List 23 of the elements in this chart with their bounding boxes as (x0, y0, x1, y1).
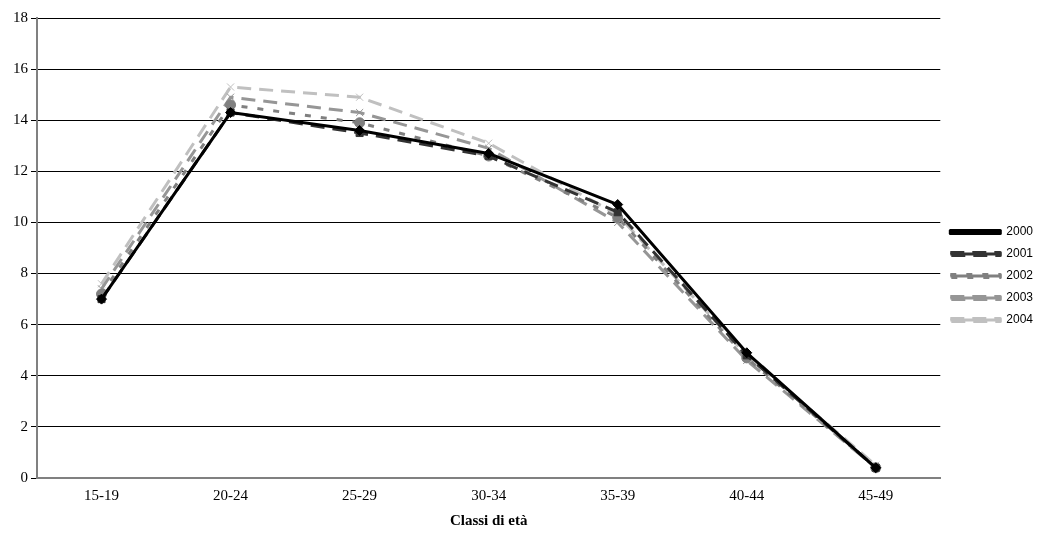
y-tick-label: 14 (13, 111, 29, 128)
legend-label: 2002 (1006, 268, 1034, 283)
x-tick-label: 45-49 (858, 486, 894, 503)
x-tick-label: 15-19 (84, 486, 120, 503)
legend-label: 2001 (1006, 246, 1034, 261)
y-tick-label: 8 (20, 264, 28, 281)
legend-label: 2003 (1006, 290, 1034, 305)
x-tick-label: 30-34 (471, 486, 507, 503)
y-tick-label: 10 (13, 213, 28, 230)
legend-label: 2000 (1006, 224, 1034, 239)
y-tick-label: 16 (13, 60, 29, 77)
y-tick-label: 12 (13, 162, 28, 179)
x-tick-label: 25-29 (342, 486, 378, 503)
y-tick-label: 0 (20, 468, 28, 485)
x-tick-label: 40-44 (729, 486, 765, 503)
y-tick-label: 6 (20, 315, 29, 332)
x-axis-title: Classi di età (449, 511, 528, 528)
x-tick-label: 35-39 (600, 486, 636, 503)
x-tick-label: 20-24 (213, 486, 249, 503)
y-tick-label: 18 (13, 8, 28, 25)
legend-label: 2004 (1006, 312, 1034, 327)
y-tick-label: 4 (20, 366, 29, 383)
y-tick-label: 2 (20, 417, 28, 434)
